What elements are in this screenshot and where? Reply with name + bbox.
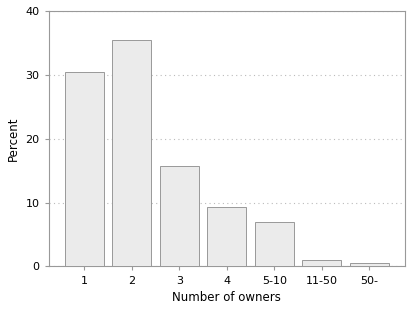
Bar <box>65 72 104 267</box>
Bar <box>160 166 199 267</box>
Y-axis label: Percent: Percent <box>7 116 20 161</box>
Bar <box>302 260 342 267</box>
Bar <box>255 222 294 267</box>
Bar <box>207 207 246 267</box>
X-axis label: Number of owners: Number of owners <box>172 291 281 304</box>
Bar <box>350 263 389 267</box>
Bar <box>112 40 151 267</box>
